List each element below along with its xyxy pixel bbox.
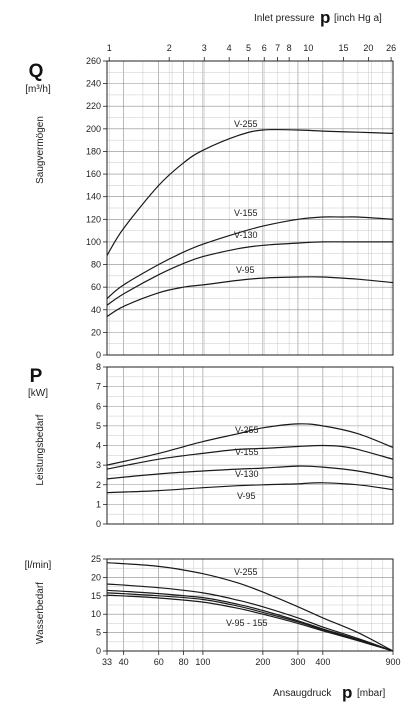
- q-symbol: Q: [29, 61, 44, 82]
- top-axis-symbol: p: [320, 8, 330, 27]
- bottom-axis-label: Ansaugdruck: [273, 688, 332, 699]
- y-tick-label: 1: [96, 499, 101, 509]
- water-unit: [l/min]: [25, 560, 52, 571]
- y-tick-label: 120: [86, 214, 101, 224]
- y-tick-label: 7: [96, 382, 101, 392]
- y-tick-label: 20: [91, 327, 101, 337]
- chart-marks: 020406080100120140160180200220240260V-25…: [86, 43, 401, 667]
- bottom-tick-label: 60: [154, 657, 164, 667]
- series-line: [106, 583, 394, 652]
- y-tick-label: 15: [91, 591, 101, 601]
- top-tick-label: 26: [386, 43, 396, 53]
- series-label: V-130: [234, 230, 258, 240]
- bottom-tick-label: 80: [179, 657, 189, 667]
- y-tick-label: 180: [86, 146, 101, 156]
- top-tick-label: 20: [363, 43, 373, 53]
- bottom-tick-label: 40: [119, 657, 129, 667]
- y-tick-label: 5: [96, 628, 101, 638]
- top-axis-unit: [inch Hg a]: [334, 13, 382, 24]
- top-tick-label: 6: [262, 43, 267, 53]
- y-tick-label: 6: [96, 401, 101, 411]
- series-line: [106, 594, 394, 652]
- top-tick-label: 7: [275, 43, 280, 53]
- series-line: [106, 592, 394, 652]
- series-line: [106, 562, 394, 652]
- series-label: V-95: [237, 491, 256, 501]
- series-label: V-255: [235, 425, 259, 435]
- y-tick-label: 20: [91, 572, 101, 582]
- y-tick-label: 10: [91, 609, 101, 619]
- series-label: V-95: [236, 265, 255, 275]
- y-tick-label: 160: [86, 169, 101, 179]
- y-tick-label: 3: [96, 460, 101, 470]
- bottom-tick-label: 300: [290, 657, 305, 667]
- series-line: [106, 128, 394, 256]
- y-tick-label: 60: [91, 282, 101, 292]
- y-tick-label: 140: [86, 192, 101, 202]
- series-label: V-130: [235, 469, 259, 479]
- top-tick-label: 3: [202, 43, 207, 53]
- y-tick-label: 0: [96, 646, 101, 656]
- series-line: [106, 216, 394, 299]
- y-tick-label: 0: [96, 519, 101, 529]
- series-label: V-155: [234, 208, 258, 218]
- top-axis-label: Inlet pressure: [254, 13, 315, 24]
- y-tick-label: 0: [96, 350, 101, 360]
- y-tick-label: 8: [96, 362, 101, 372]
- series-line: [106, 241, 393, 306]
- y-tick-label: 220: [86, 101, 101, 111]
- bottom-axis-unit: [mbar]: [357, 688, 386, 699]
- y-tick-label: 4: [96, 441, 101, 451]
- series-group-label: V-95 - 155: [226, 618, 268, 628]
- top-tick-label: 15: [339, 43, 349, 53]
- series-line: [106, 423, 394, 466]
- top-tick-label: 2: [167, 43, 172, 53]
- top-tick-label: 10: [303, 43, 313, 53]
- series-line: [106, 482, 394, 494]
- bottom-tick-label: 200: [255, 657, 270, 667]
- y-tick-label: 5: [96, 421, 101, 431]
- series-label: V-255: [234, 567, 258, 577]
- plot-frame: [106, 558, 394, 652]
- bottom-tick-label: 400: [315, 657, 330, 667]
- top-tick-label: 5: [246, 43, 251, 53]
- p-unit: [kW]: [28, 388, 48, 399]
- y-tick-label: 25: [91, 554, 101, 564]
- y-tick-label: 2: [96, 480, 101, 490]
- series-line: [106, 276, 394, 318]
- bottom-tick-label: 900: [385, 657, 400, 667]
- y-tick-label: 200: [86, 124, 101, 134]
- y-tick-label: 260: [86, 56, 101, 66]
- y-tick-label: 40: [91, 305, 101, 315]
- series-line: [106, 444, 394, 470]
- top-tick-label: 4: [227, 43, 232, 53]
- series-line: [106, 465, 394, 480]
- top-tick-label: 1: [107, 43, 112, 53]
- bottom-tick-label: 33: [102, 657, 112, 667]
- p-symbol: P: [30, 366, 43, 387]
- y-tick-label: 80: [91, 260, 101, 270]
- q-ylabel: Saugvermögen: [35, 116, 46, 184]
- q-unit: [m³/h]: [25, 84, 51, 95]
- p-ylabel: Leistungsbedarf: [35, 414, 46, 485]
- top-tick-label: 8: [287, 43, 292, 53]
- y-tick-label: 240: [86, 79, 101, 89]
- series-label: V-155: [235, 447, 259, 457]
- bottom-tick-label: 100: [195, 657, 210, 667]
- water-ylabel: Wasserbedarf: [35, 582, 46, 644]
- series-label: V-255: [234, 119, 258, 129]
- plot-frame: [106, 60, 394, 356]
- y-tick-label: 100: [86, 237, 101, 247]
- bottom-axis-symbol: p: [342, 683, 352, 702]
